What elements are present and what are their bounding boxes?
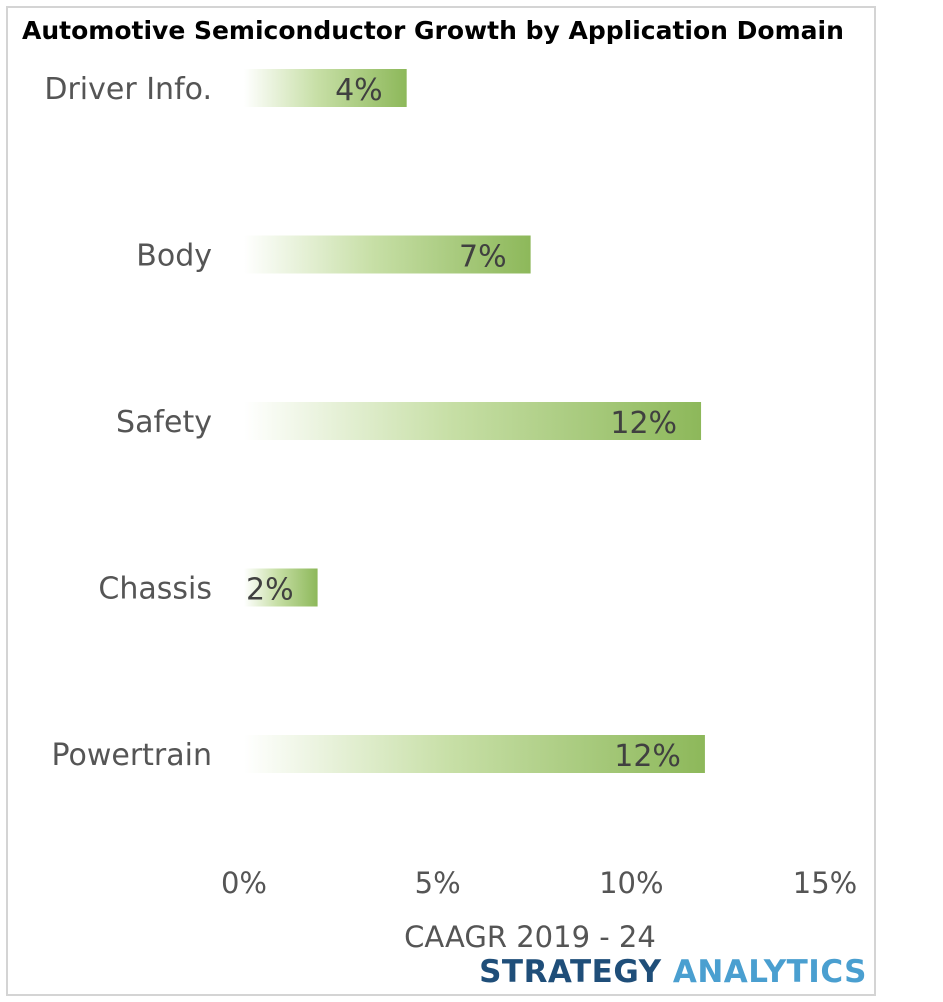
chart-frame bbox=[6, 6, 876, 996]
x-tick-label: 5% bbox=[415, 866, 461, 900]
category-label-safety: Safety bbox=[116, 405, 212, 440]
x-axis-label: CAAGR 2019 - 24 bbox=[404, 920, 656, 954]
value-label-body: 7% bbox=[459, 240, 507, 275]
category-label-body: Body bbox=[136, 239, 212, 274]
bar-powertrain bbox=[244, 735, 705, 773]
category-label-driver-info: Driver Info. bbox=[44, 72, 212, 107]
category-label-powertrain: Powertrain bbox=[51, 738, 212, 773]
brand-word-1: STRATEGY bbox=[479, 954, 662, 990]
x-tick-label: 10% bbox=[599, 866, 663, 900]
strategy-analytics-logo: STRATEGY ANALYTICS bbox=[479, 954, 867, 990]
value-label-chassis: 2% bbox=[246, 573, 294, 608]
bar-safety bbox=[244, 402, 702, 440]
x-tick-label: 15% bbox=[793, 866, 857, 900]
x-tick-label: 0% bbox=[221, 866, 267, 900]
brand-word-2: ANALYTICS bbox=[672, 954, 867, 990]
category-label-chassis: Chassis bbox=[98, 572, 212, 607]
value-label-safety: 12% bbox=[610, 406, 677, 441]
bar-chassis bbox=[244, 568, 318, 607]
chart-title: Automotive Semiconductor Growth by Appli… bbox=[22, 16, 844, 45]
bar-body bbox=[244, 235, 531, 274]
value-label-driver-info: 4% bbox=[335, 73, 383, 108]
value-label-powertrain: 12% bbox=[614, 739, 681, 774]
bar-driver-info bbox=[244, 69, 407, 107]
